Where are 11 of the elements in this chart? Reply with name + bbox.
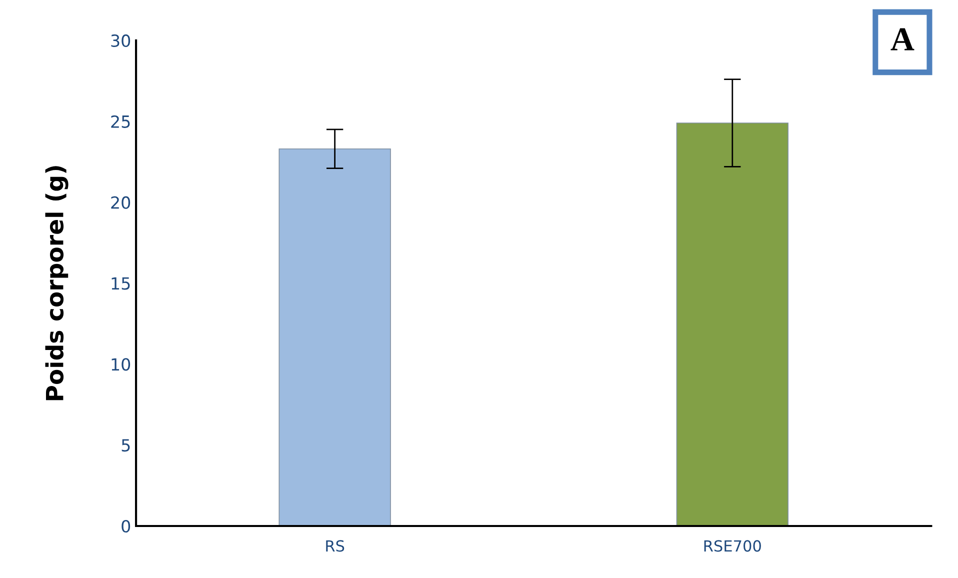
x-tick-label: RSE700 bbox=[704, 540, 761, 552]
y-tick-label: 10 bbox=[112, 358, 130, 371]
y-tick-label: 0 bbox=[122, 520, 130, 533]
y-tick-label: 5 bbox=[122, 439, 130, 452]
y-tick-label: 15 bbox=[112, 277, 130, 290]
annotation: A bbox=[890, 28, 914, 50]
y-tick-label: 25 bbox=[111, 115, 130, 128]
y-tick-label: 30 bbox=[111, 34, 130, 48]
y-axis-title: Poids corporel (g) bbox=[45, 166, 68, 400]
x-tick-label: RS bbox=[326, 540, 344, 552]
y-tick-label: 20 bbox=[111, 196, 130, 209]
